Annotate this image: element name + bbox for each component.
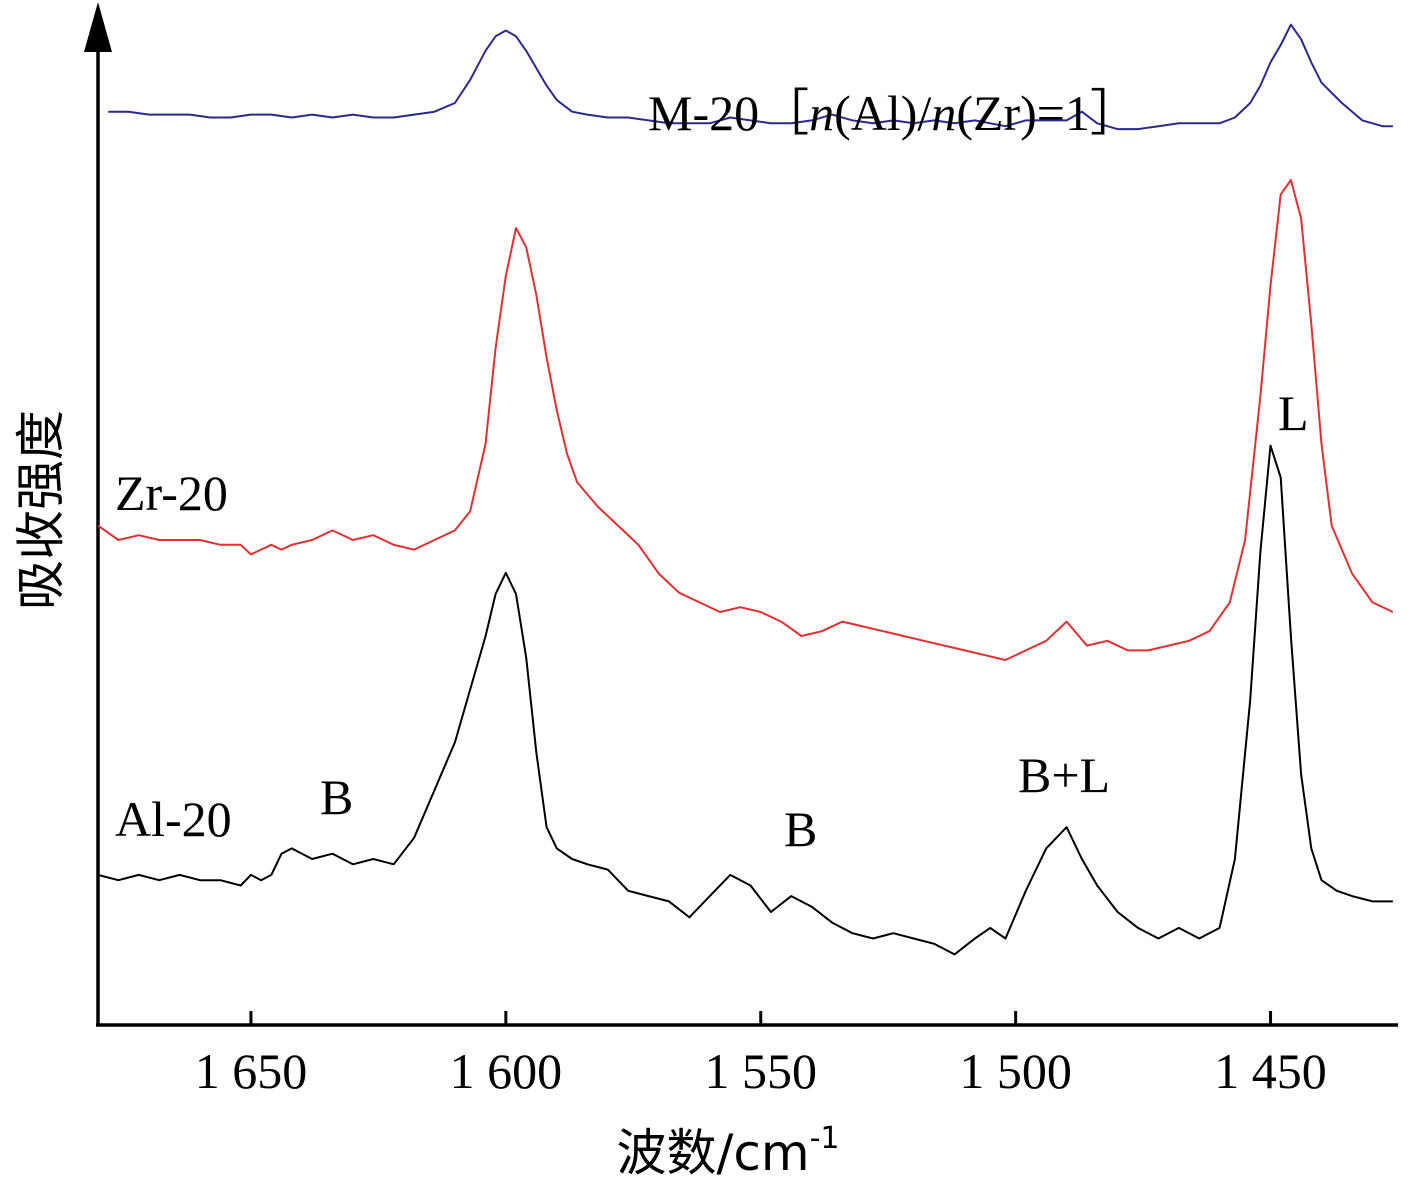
x-tick-label-1650: 1 650 [195,1043,308,1099]
peak-label-l: L [1278,385,1309,441]
y-axis-arrow-icon [84,2,112,52]
series-label-m20: M-20［n(Al)/n(Zr)=1］ [648,85,1140,141]
series-label-zr20: Zr-20 [115,465,228,521]
series-line-m20 [108,23,1393,131]
m20-label-suffix: (Zr)=1］ [956,85,1140,141]
series-label-al20: Al-20 [115,791,232,847]
series-line-zr20 [97,179,1394,661]
x-tick-label-1550: 1 550 [704,1043,817,1099]
m20-label-mid: (Al)/ [834,85,931,141]
traces [97,23,1394,956]
m20-label-n2: n [931,85,956,141]
x-axis-title-text: 波数/cm [617,1124,810,1181]
x-axis-title-superscript: -1 [810,1121,840,1156]
m20-label-prefix: M-20［ [648,85,809,141]
peak-label-b-1546: B [784,801,817,857]
x-tick-label-1500: 1 500 [959,1043,1072,1099]
x-tick-label-1450: 1 450 [1214,1043,1327,1099]
peak-label-b-plus-l: B+L [1018,747,1110,803]
y-axis-title: 吸收强度 [12,410,70,610]
series-line-al20 [97,444,1393,956]
x-tick-label-1600: 1 600 [450,1043,563,1099]
peak-label-b-1640: B [320,769,353,825]
x-axis-title: 波数/cm-1 [617,1121,840,1181]
x-ticks: 1 650 1 600 1 550 1 500 1 450 [195,1011,1327,1099]
m20-label-n1: n [809,85,834,141]
